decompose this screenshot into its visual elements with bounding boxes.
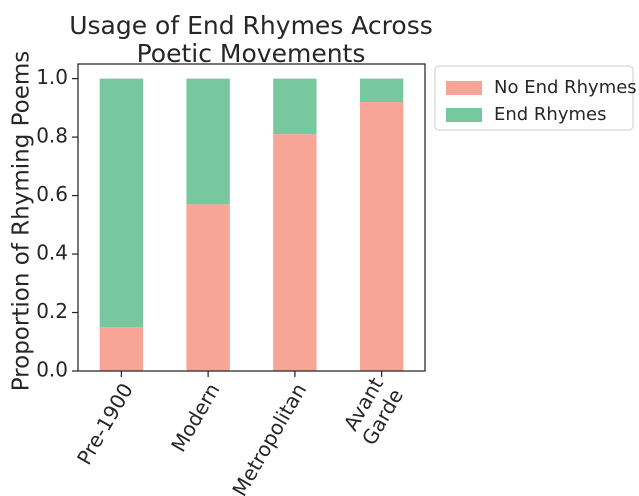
legend-label: End Rhymes	[494, 104, 606, 125]
legend-swatch	[446, 108, 482, 122]
bar-end-rhymes	[99, 78, 144, 328]
x-tick-label: Metropolitan	[227, 379, 311, 496]
bar-end-rhymes	[273, 78, 317, 135]
x-tick-label: Pre-1900	[72, 379, 138, 469]
plot-frame	[77, 63, 426, 372]
bar-no-end-rhymes	[273, 134, 317, 371]
x-tick-label: AvantGarde	[337, 373, 408, 449]
x-axis-ticks: Pre-1900 Modern Metropolitan AvantGarde	[72, 371, 408, 496]
chart-title-line: Usage of End Rhymes Across	[69, 11, 433, 40]
bar-end-rhymes	[359, 78, 404, 103]
y-tick-label: 0.0	[36, 358, 68, 382]
chart-title-line: Poetic Movements	[137, 39, 366, 68]
bar-no-end-rhymes	[99, 327, 144, 371]
bars	[99, 78, 404, 371]
bar-no-end-rhymes	[359, 102, 404, 371]
y-axis-ticks: 0.0 0.2 0.4 0.6 0.8 1.0	[36, 65, 78, 382]
x-tick-label: Modern	[166, 379, 224, 456]
y-tick-label: 0.2	[36, 299, 68, 323]
y-tick-label: 0.8	[36, 124, 68, 148]
bar-no-end-rhymes	[186, 204, 230, 371]
legend-label: No End Rhymes	[494, 77, 637, 98]
y-tick-label: 0.6	[36, 182, 68, 206]
bar-end-rhymes	[186, 78, 230, 205]
y-tick-label: 0.4	[36, 241, 68, 265]
legend-box	[434, 65, 634, 131]
y-axis-label: Proportion of Rhyming Poems	[9, 51, 35, 392]
legend: No End Rhymes End Rhymes	[434, 65, 637, 131]
legend-swatch	[446, 81, 482, 95]
axes	[77, 63, 426, 372]
y-tick-label: 1.0	[36, 65, 68, 89]
